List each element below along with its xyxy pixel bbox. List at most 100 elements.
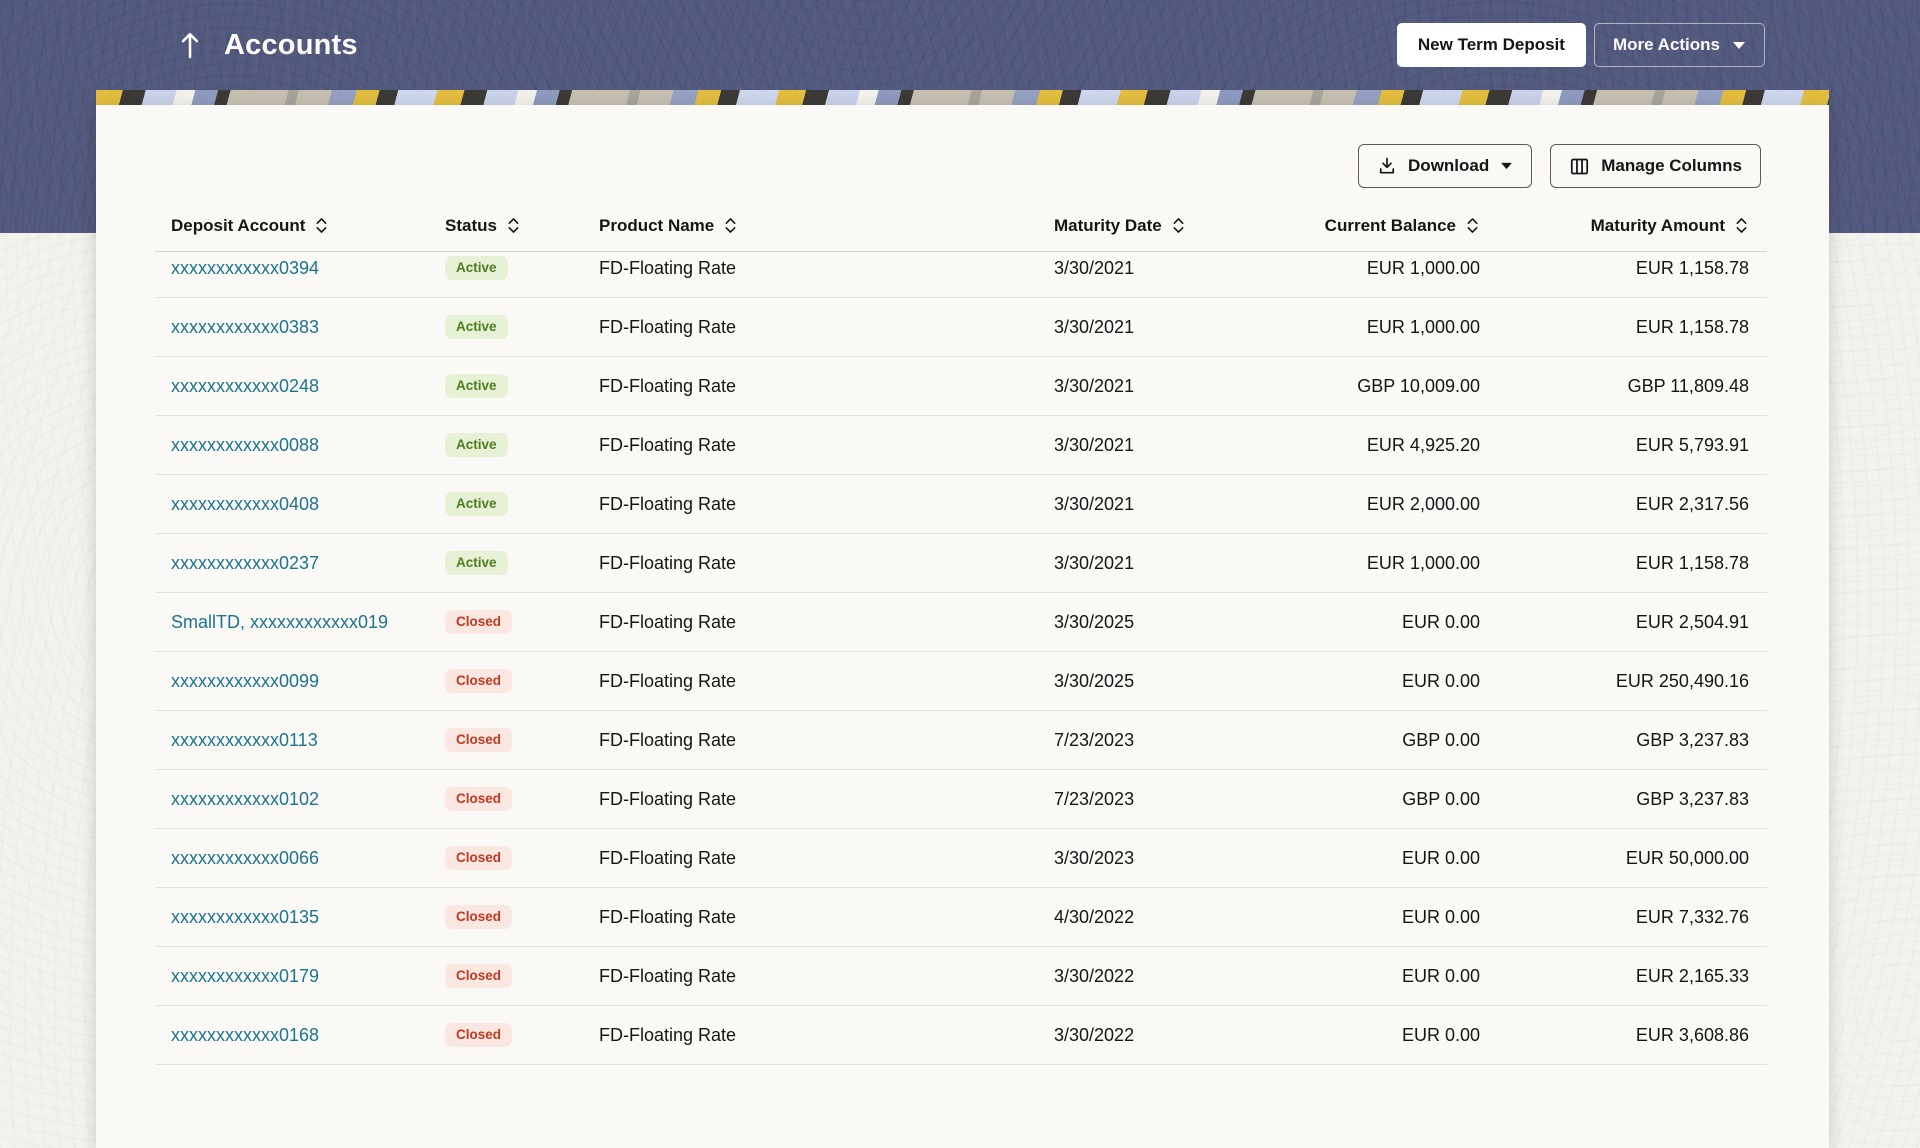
deposit-account-link[interactable]: SmallTD, xxxxxxxxxxxx019 xyxy=(171,611,389,632)
maturity-date-cell: 3/30/2021 xyxy=(1054,316,1135,337)
content-card: Download Manage Columns xyxy=(96,105,1829,1148)
table-header-row: Deposit Account Status Product Name xyxy=(155,200,1767,252)
status-badge: Closed xyxy=(445,786,513,812)
deposit-account-link[interactable]: xxxxxxxxxxxx0113 xyxy=(171,729,318,750)
up-arrow-button[interactable] xyxy=(178,30,202,60)
product-name-cell: FD-Floating Rate xyxy=(599,847,737,868)
product-name-cell: FD-Floating Rate xyxy=(599,434,737,455)
status-cell: Active xyxy=(429,255,583,281)
current-balance-cell: EUR 0.00 xyxy=(1401,847,1480,868)
sort-updown-icon[interactable] xyxy=(1465,217,1480,234)
table-row: xxxxxxxxxxxx0237 Active FD-Floating Rate… xyxy=(155,534,1767,593)
sort-updown-icon[interactable] xyxy=(723,217,738,234)
product-name-cell: FD-Floating Rate xyxy=(599,375,737,396)
more-actions-button[interactable]: More Actions xyxy=(1593,23,1765,67)
deposit-account-cell: xxxxxxxxxxxx0248 xyxy=(155,376,429,397)
deposit-account-link[interactable]: xxxxxxxxxxxx0168 xyxy=(171,1024,320,1045)
column-header-status: Status xyxy=(429,216,583,236)
more-actions-label: More Actions xyxy=(1612,35,1720,54)
manage-columns-label: Manage Columns xyxy=(1601,156,1742,175)
column-label: Maturity Date xyxy=(1054,215,1162,235)
maturity-amount-cell: EUR 2,165.33 xyxy=(1635,965,1749,986)
table-row: xxxxxxxxxxxx0135 Closed FD-Floating Rate… xyxy=(155,888,1767,947)
download-button[interactable]: Download xyxy=(1358,144,1533,188)
sort-updown-icon[interactable] xyxy=(1734,217,1749,234)
current-balance-cell: EUR 0.00 xyxy=(1401,906,1480,927)
table-row: xxxxxxxxxxxx0113 Closed FD-Floating Rate… xyxy=(155,711,1767,770)
deposit-account-link[interactable]: xxxxxxxxxxxx0088 xyxy=(171,434,320,455)
sort-updown-icon[interactable] xyxy=(506,217,521,234)
maturity-date-cell: 3/30/2021 xyxy=(1054,257,1135,278)
content-column: Accounts New Term Deposit More Actions xyxy=(96,0,1829,1148)
page-header: Accounts New Term Deposit More Actions xyxy=(96,0,1829,90)
deposit-account-link[interactable]: xxxxxxxxxxxx0179 xyxy=(171,965,320,986)
deposit-account-link[interactable]: xxxxxxxxxxxx0099 xyxy=(171,670,320,691)
new-term-deposit-button[interactable]: New Term Deposit xyxy=(1396,23,1586,67)
table-row: xxxxxxxxxxxx0248 Active FD-Floating Rate… xyxy=(155,357,1767,416)
deposit-account-link[interactable]: xxxxxxxxxxxx0066 xyxy=(171,847,320,868)
deposit-account-link[interactable]: xxxxxxxxxxxx0237 xyxy=(171,552,320,573)
maturity-date-cell: 7/23/2023 xyxy=(1054,729,1135,750)
status-cell: Closed xyxy=(429,963,583,989)
current-balance-cell: GBP 10,009.00 xyxy=(1357,375,1480,396)
current-balance-cell: EUR 2,000.00 xyxy=(1366,493,1480,514)
maturity-amount-cell: GBP 3,237.83 xyxy=(1636,788,1749,809)
maturity-date-cell: 3/30/2022 xyxy=(1054,1024,1135,1045)
maturity-date-cell: 3/30/2023 xyxy=(1054,847,1135,868)
column-label: Status xyxy=(445,215,497,235)
deposit-account-link[interactable]: xxxxxxxxxxxx0394 xyxy=(171,257,320,278)
status-cell: Active xyxy=(429,373,583,399)
product-name-cell: FD-Floating Rate xyxy=(599,670,737,691)
deposit-account-cell: xxxxxxxxxxxx0088 xyxy=(155,435,429,456)
deposit-account-cell: xxxxxxxxxxxx0135 xyxy=(155,907,429,928)
status-cell: Closed xyxy=(429,845,583,871)
maturity-amount-cell: EUR 2,317.56 xyxy=(1635,493,1749,514)
table-row: xxxxxxxxxxxx0088 Active FD-Floating Rate… xyxy=(155,416,1767,475)
sort-updown-icon[interactable] xyxy=(314,217,329,234)
maturity-date-cell: 3/30/2021 xyxy=(1054,434,1135,455)
deposit-account-link[interactable]: xxxxxxxxxxxx0135 xyxy=(171,906,320,927)
maturity-amount-cell: EUR 1,158.78 xyxy=(1635,552,1749,573)
maturity-amount-cell: EUR 1,158.78 xyxy=(1635,316,1749,337)
table-row: SmallTD, xxxxxxxxxxxx019 Closed FD-Float… xyxy=(155,593,1767,652)
status-badge: Active xyxy=(445,373,508,399)
status-cell: Active xyxy=(429,314,583,340)
column-header-product-name: Product Name xyxy=(583,216,1038,236)
maturity-amount-cell: EUR 2,504.91 xyxy=(1635,611,1749,632)
status-cell: Active xyxy=(429,491,583,517)
deposit-account-cell: xxxxxxxxxxxx0237 xyxy=(155,553,429,574)
product-name-cell: FD-Floating Rate xyxy=(599,1024,737,1045)
maturity-date-cell: 3/30/2021 xyxy=(1054,552,1135,573)
deposit-account-link[interactable]: xxxxxxxxxxxx0248 xyxy=(171,375,320,396)
product-name-cell: FD-Floating Rate xyxy=(599,552,737,573)
product-name-cell: FD-Floating Rate xyxy=(599,611,737,632)
status-cell: Closed xyxy=(429,727,583,753)
current-balance-cell: GBP 0.00 xyxy=(1402,788,1480,809)
current-balance-cell: EUR 4,925.20 xyxy=(1366,434,1480,455)
page-title: Accounts xyxy=(224,28,358,61)
deposit-account-cell: xxxxxxxxxxxx0066 xyxy=(155,848,429,869)
table-row: xxxxxxxxxxxx0168 Closed FD-Floating Rate… xyxy=(155,1006,1767,1065)
maturity-date-cell: 7/23/2023 xyxy=(1054,788,1135,809)
manage-columns-button[interactable]: Manage Columns xyxy=(1550,144,1761,188)
deposit-account-link[interactable]: xxxxxxxxxxxx0383 xyxy=(171,316,320,337)
deposit-account-link[interactable]: xxxxxxxxxxxx0408 xyxy=(171,493,320,514)
deposit-account-link[interactable]: xxxxxxxxxxxx0102 xyxy=(171,788,320,809)
status-badge: Active xyxy=(445,255,508,281)
status-cell: Closed xyxy=(429,1022,583,1048)
maturity-amount-cell: EUR 50,000.00 xyxy=(1625,847,1749,868)
maturity-amount-cell: EUR 5,793.91 xyxy=(1635,434,1749,455)
current-balance-cell: EUR 0.00 xyxy=(1401,670,1480,691)
maturity-date-cell: 3/30/2022 xyxy=(1054,965,1135,986)
column-header-deposit-account: Deposit Account xyxy=(155,216,429,236)
deposit-account-cell: xxxxxxxxxxxx0102 xyxy=(155,789,429,810)
product-name-cell: FD-Floating Rate xyxy=(599,729,737,750)
maturity-amount-cell: EUR 1,158.78 xyxy=(1635,257,1749,278)
table-row: xxxxxxxxxxxx0102 Closed FD-Floating Rate… xyxy=(155,770,1767,829)
current-balance-cell: EUR 1,000.00 xyxy=(1366,257,1480,278)
status-badge: Active xyxy=(445,550,508,576)
status-badge: Active xyxy=(445,314,508,340)
sort-updown-icon[interactable] xyxy=(1171,217,1186,234)
deposit-account-cell: xxxxxxxxxxxx0168 xyxy=(155,1025,429,1046)
